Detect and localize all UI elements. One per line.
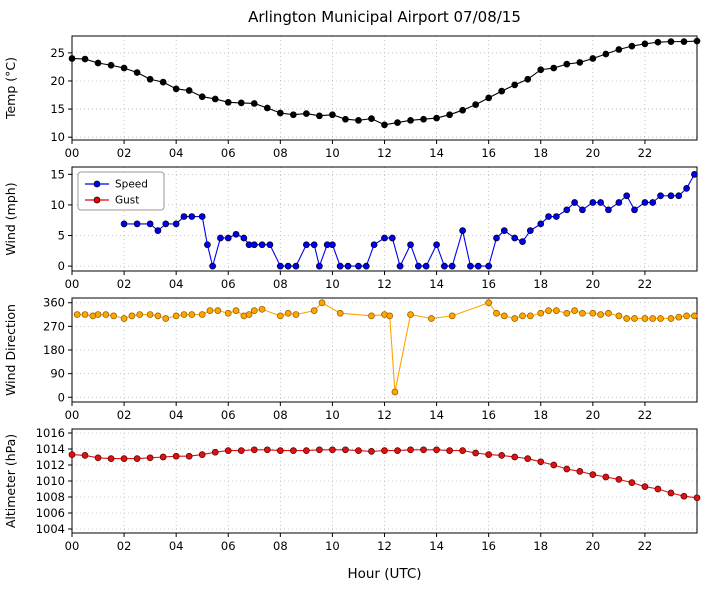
svg-text:08: 08 bbox=[273, 408, 288, 422]
svg-text:22: 22 bbox=[638, 146, 653, 160]
svg-text:12: 12 bbox=[377, 277, 392, 291]
svg-text:14: 14 bbox=[429, 408, 444, 422]
svg-text:08: 08 bbox=[273, 146, 288, 160]
svg-text:04: 04 bbox=[169, 539, 184, 553]
svg-text:Hour (UTC): Hour (UTC) bbox=[347, 566, 421, 582]
svg-text:10: 10 bbox=[325, 408, 340, 422]
svg-text:22: 22 bbox=[638, 277, 653, 291]
svg-text:18: 18 bbox=[533, 277, 548, 291]
svg-text:08: 08 bbox=[273, 539, 288, 553]
svg-text:1006: 1006 bbox=[36, 506, 65, 520]
svg-text:15: 15 bbox=[50, 167, 65, 181]
svg-text:04: 04 bbox=[169, 146, 184, 160]
svg-text:Temp (°C): Temp (°C) bbox=[3, 57, 18, 120]
svg-text:Altimeter (hPa): Altimeter (hPa) bbox=[3, 434, 18, 528]
svg-text:00: 00 bbox=[65, 539, 80, 553]
svg-text:18: 18 bbox=[533, 146, 548, 160]
svg-text:14: 14 bbox=[429, 146, 444, 160]
svg-text:16: 16 bbox=[481, 408, 496, 422]
svg-text:20: 20 bbox=[586, 539, 601, 553]
svg-text:22: 22 bbox=[638, 408, 653, 422]
svg-text:16: 16 bbox=[481, 277, 496, 291]
svg-text:15: 15 bbox=[50, 102, 65, 116]
svg-text:22: 22 bbox=[638, 539, 653, 553]
svg-text:1004: 1004 bbox=[36, 522, 65, 536]
svg-text:90: 90 bbox=[50, 367, 65, 381]
svg-text:270: 270 bbox=[43, 319, 65, 333]
svg-text:00: 00 bbox=[65, 408, 80, 422]
svg-text:5: 5 bbox=[58, 229, 65, 243]
svg-text:1014: 1014 bbox=[36, 442, 65, 456]
svg-text:0: 0 bbox=[58, 390, 65, 404]
svg-text:10: 10 bbox=[325, 539, 340, 553]
chart-title: Arlington Municipal Airport 07/08/15 bbox=[248, 8, 521, 26]
svg-text:20: 20 bbox=[586, 277, 601, 291]
svg-text:12: 12 bbox=[377, 408, 392, 422]
svg-text:Speed: Speed bbox=[115, 179, 148, 191]
svg-text:Wind (mph): Wind (mph) bbox=[3, 182, 18, 255]
svg-text:180: 180 bbox=[43, 343, 65, 357]
svg-text:1008: 1008 bbox=[36, 490, 65, 504]
svg-text:06: 06 bbox=[221, 539, 236, 553]
svg-text:00: 00 bbox=[65, 277, 80, 291]
svg-text:1012: 1012 bbox=[36, 458, 65, 472]
svg-text:Wind Direction: Wind Direction bbox=[3, 304, 18, 396]
svg-text:10: 10 bbox=[50, 198, 65, 212]
svg-text:02: 02 bbox=[117, 277, 132, 291]
svg-text:18: 18 bbox=[533, 408, 548, 422]
svg-text:02: 02 bbox=[117, 146, 132, 160]
svg-text:20: 20 bbox=[586, 146, 601, 160]
svg-text:12: 12 bbox=[377, 146, 392, 160]
svg-text:18: 18 bbox=[533, 539, 548, 553]
svg-text:10: 10 bbox=[325, 277, 340, 291]
svg-text:10: 10 bbox=[50, 130, 65, 144]
svg-text:1016: 1016 bbox=[36, 426, 65, 440]
svg-text:02: 02 bbox=[117, 408, 132, 422]
svg-text:20: 20 bbox=[586, 408, 601, 422]
svg-text:0: 0 bbox=[58, 259, 65, 273]
svg-text:06: 06 bbox=[221, 277, 236, 291]
svg-text:Gust: Gust bbox=[115, 195, 139, 207]
svg-text:360: 360 bbox=[43, 296, 65, 310]
svg-text:02: 02 bbox=[117, 539, 132, 553]
svg-text:20: 20 bbox=[50, 74, 65, 88]
svg-text:08: 08 bbox=[273, 277, 288, 291]
svg-text:12: 12 bbox=[377, 539, 392, 553]
svg-text:16: 16 bbox=[481, 539, 496, 553]
svg-text:16: 16 bbox=[481, 146, 496, 160]
svg-text:1010: 1010 bbox=[36, 474, 65, 488]
svg-text:14: 14 bbox=[429, 277, 444, 291]
svg-text:06: 06 bbox=[221, 408, 236, 422]
svg-text:04: 04 bbox=[169, 408, 184, 422]
svg-text:00: 00 bbox=[65, 146, 80, 160]
svg-text:04: 04 bbox=[169, 277, 184, 291]
svg-text:25: 25 bbox=[50, 46, 65, 60]
svg-text:06: 06 bbox=[221, 146, 236, 160]
svg-text:10: 10 bbox=[325, 146, 340, 160]
svg-text:14: 14 bbox=[429, 539, 444, 553]
